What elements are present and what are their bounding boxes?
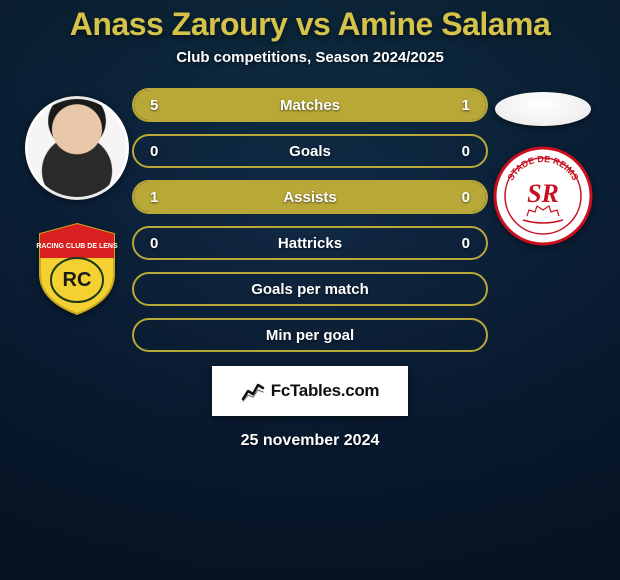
right-club-badge: STADE DE REIMS SR xyxy=(493,146,593,246)
svg-text:SR: SR xyxy=(527,179,559,208)
svg-text:RACING CLUB DE LENS: RACING CLUB DE LENS xyxy=(36,243,118,250)
stat-value-right: 0 xyxy=(462,143,470,160)
bar-fill-right xyxy=(427,90,486,120)
right-side: STADE DE REIMS SR xyxy=(488,88,598,246)
stat-label: Goals xyxy=(289,143,331,160)
left-side: RACING CLUB DE LENS RC xyxy=(22,88,132,318)
stat-value-left: 0 xyxy=(150,143,158,160)
reims-badge-icon: STADE DE REIMS SR xyxy=(493,146,593,246)
left-club-badge: RACING CLUB DE LENS RC xyxy=(28,220,126,318)
stats-bars: 5 1 Matches 0 0 Goals 1 0 Assists 0 0 Hattricks Goal… xyxy=(132,88,488,352)
svg-text:RC: RC xyxy=(63,269,92,291)
stat-value-left: 0 xyxy=(150,235,158,252)
stat-label: Min per goal xyxy=(266,327,354,344)
subtitle: Club competitions, Season 2024/2025 xyxy=(0,49,620,66)
stat-row: 5 1 Matches xyxy=(132,88,488,122)
chart-icon xyxy=(241,379,265,403)
date-label: 25 november 2024 xyxy=(0,432,620,450)
stat-label: Goals per match xyxy=(251,281,369,298)
stat-value-right: 1 xyxy=(462,97,470,114)
comparison-content: RACING CLUB DE LENS RC 5 1 Matches 0 0 Goals 1… xyxy=(0,88,620,352)
stat-row: 1 0 Assists xyxy=(132,180,488,214)
stat-label: Matches xyxy=(280,97,340,114)
stat-label: Hattricks xyxy=(278,235,342,252)
lens-shield-icon: RACING CLUB DE LENS RC xyxy=(36,222,118,316)
page-title: Anass Zaroury vs Amine Salama xyxy=(0,0,620,43)
logo-text: FcTables.com xyxy=(271,381,380,401)
stat-value-left: 1 xyxy=(150,189,158,206)
stat-label: Assists xyxy=(283,189,336,206)
stat-value-right: 0 xyxy=(462,189,470,206)
stat-row: Goals per match xyxy=(132,272,488,306)
fctables-logo[interactable]: FcTables.com xyxy=(212,366,408,416)
right-player-avatar xyxy=(495,92,591,126)
left-player-avatar xyxy=(25,96,129,200)
stat-row: 0 0 Hattricks xyxy=(132,226,488,260)
stat-row: Min per goal xyxy=(132,318,488,352)
stat-value-left: 5 xyxy=(150,97,158,114)
stat-value-right: 0 xyxy=(462,235,470,252)
stat-row: 0 0 Goals xyxy=(132,134,488,168)
